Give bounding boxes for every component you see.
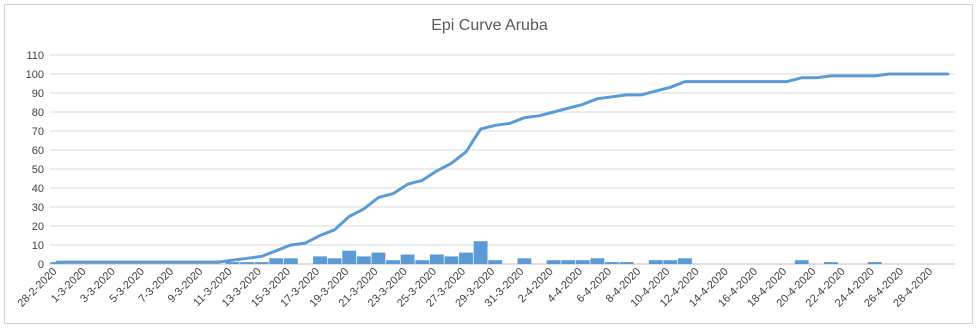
bar: [459, 252, 473, 264]
bar: [254, 262, 269, 264]
bar: [867, 262, 882, 264]
bar: [356, 256, 371, 264]
x-tick-label: 28-2-2020: [15, 266, 59, 310]
bar: [313, 256, 327, 264]
y-tick-label: 80: [32, 107, 44, 119]
y-tick-label: 20: [32, 221, 44, 233]
bar: [225, 262, 240, 264]
bar: [678, 258, 692, 264]
bar: [327, 258, 342, 264]
bar: [648, 260, 663, 264]
bar: [371, 252, 386, 264]
y-tick-label: 100: [26, 69, 44, 81]
chart-title: Epi Curve Aruba: [431, 17, 548, 34]
bar: [517, 258, 532, 264]
bar: [605, 262, 619, 264]
bar: [342, 250, 357, 264]
bar: [400, 254, 415, 264]
y-tick-label: 60: [32, 145, 44, 157]
bar: [386, 260, 400, 264]
bar: [663, 260, 678, 264]
y-tick-label: 70: [32, 126, 44, 138]
chart-plot: 010203040506070809010011028-2-20201-3-20…: [15, 50, 955, 310]
bar: [561, 260, 576, 264]
y-tick-label: 40: [32, 183, 44, 195]
bar: [444, 256, 459, 264]
bar: [473, 241, 488, 264]
bar: [590, 258, 605, 264]
y-tick-label: 110: [26, 50, 44, 62]
bar: [546, 260, 561, 264]
bar: [283, 258, 298, 264]
y-tick-label: 30: [32, 202, 44, 214]
bar: [269, 258, 284, 264]
y-tick-label: 10: [32, 240, 44, 252]
y-tick-label: 0: [38, 259, 44, 271]
bar: [575, 260, 590, 264]
bar: [619, 262, 634, 264]
bar: [823, 262, 838, 264]
y-tick-label: 50: [32, 164, 44, 176]
cumulative-line: [55, 72, 950, 264]
bar: [240, 262, 254, 264]
bar: [794, 260, 809, 264]
bar: [415, 260, 430, 264]
bar: [429, 254, 444, 264]
y-tick-label: 90: [32, 88, 44, 100]
chart-frame: Epi Curve Aruba 0 10 20 30 40 50 60 70 80 90 100 11…: [4, 4, 973, 324]
bar: [488, 260, 503, 264]
